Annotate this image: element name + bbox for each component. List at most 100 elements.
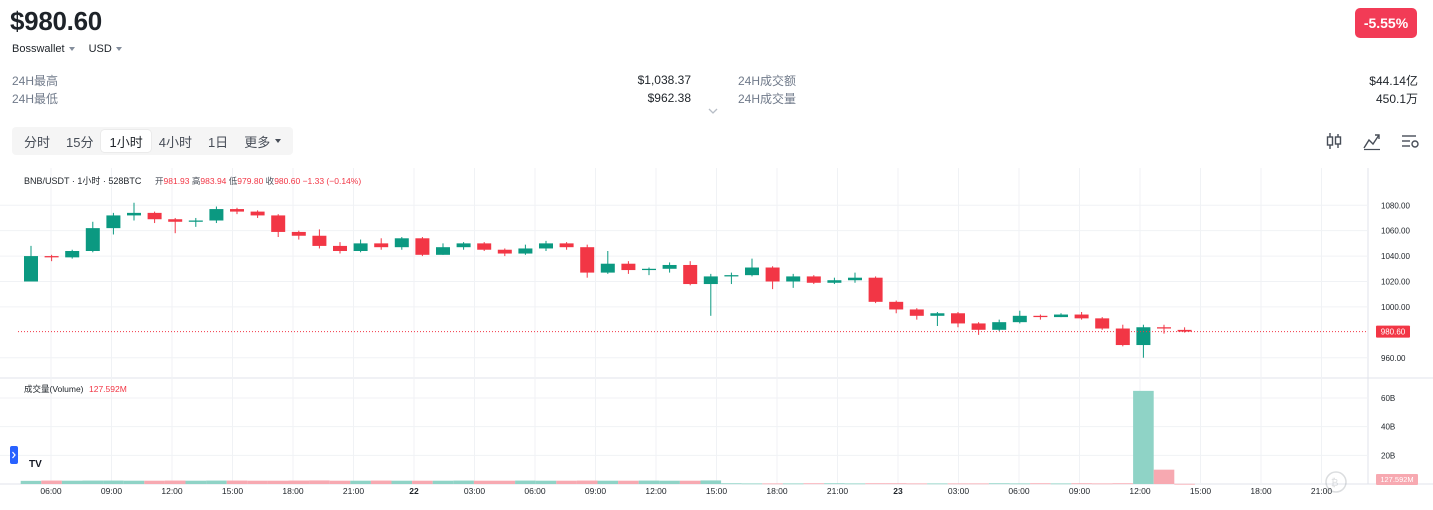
candle <box>1033 314 1048 320</box>
indicator-chart-icon[interactable] <box>1363 131 1381 151</box>
candle-body <box>1074 314 1089 319</box>
volume-bar <box>865 483 886 485</box>
tab-timeframe-1d[interactable]: 1日 <box>207 134 229 150</box>
volume-bar <box>144 480 165 484</box>
candle-body <box>250 211 265 216</box>
x-tick-label: 06:00 <box>40 486 62 496</box>
x-tick-label: 18:00 <box>282 486 304 496</box>
volume-bar <box>556 480 577 484</box>
candle <box>312 229 327 249</box>
volume-bar <box>1133 390 1154 484</box>
volume-bar <box>329 480 351 484</box>
stat-24h-low: 24H最低 $962.38 <box>12 89 691 107</box>
volume-bar <box>103 480 124 484</box>
tab-timeframe-line[interactable]: 分时 <box>24 134 51 150</box>
tab-timeframe-15m[interactable]: 15分 <box>66 134 94 150</box>
candle-body <box>230 209 244 212</box>
chevron-down-icon <box>115 47 122 51</box>
stat-24h-volume: 24H成交量 450.1万 <box>738 89 1418 107</box>
candle-body <box>477 243 492 250</box>
candle-body <box>703 276 718 285</box>
volume-bar <box>721 483 742 485</box>
volume-bar <box>988 483 1010 485</box>
candle <box>642 267 656 276</box>
x-tick-label: 21:00 <box>343 486 365 496</box>
volume-bar <box>61 480 83 484</box>
volume-bar <box>20 480 42 484</box>
x-tick-label: 06:00 <box>1008 486 1030 496</box>
currency-select[interactable]: USD <box>89 43 122 55</box>
stat-value: $1,038.37 <box>637 73 691 87</box>
svg-text:₿: ₿ <box>1331 477 1338 489</box>
ohlc-legend: 开981.93 高983.94 低979.80 收980.60 −1.33 (−… <box>155 176 361 186</box>
candle-body <box>580 247 595 273</box>
candle-body <box>683 264 698 285</box>
candle <box>1095 317 1110 330</box>
candle <box>127 202 141 221</box>
selectors: Bosswallet USD <box>12 43 122 55</box>
tab-timeframe-more[interactable]: 更多 <box>236 130 289 152</box>
candle <box>271 214 286 238</box>
y-tick-label: 1000.00 <box>1381 303 1410 312</box>
volume-tick-label: 20B <box>1381 451 1395 460</box>
candle-body <box>85 228 100 251</box>
stat-value: $962.38 <box>647 91 691 105</box>
candle <box>518 244 533 255</box>
candle <box>65 249 80 259</box>
volume-bar <box>638 480 660 484</box>
candle-body <box>168 219 183 222</box>
volume-bar <box>309 480 330 484</box>
chart-overlays: TV ₿ <box>10 446 1347 493</box>
tab-timeframe-4h[interactable]: 4小时 <box>158 134 192 150</box>
volume-current-label: 127.592M <box>1380 475 1413 484</box>
candle <box>889 300 904 314</box>
stat-label: 24H最低 <box>12 91 59 106</box>
candle <box>1115 324 1130 347</box>
candle-body <box>992 322 1007 330</box>
volume-bar <box>432 480 454 484</box>
x-tick-label: 09:00 <box>585 486 607 496</box>
expand-panel-icon[interactable] <box>10 446 18 464</box>
tab-timeframe-1h[interactable]: 1小时 <box>101 130 151 152</box>
settings-list-icon[interactable] <box>1401 131 1419 151</box>
volume-bar <box>185 480 207 484</box>
current-price-label: 980.60 <box>1381 328 1406 337</box>
watermark-logo-icon: ₿ <box>1325 471 1347 493</box>
candlestick-chart[interactable]: BNB/USDT · 1小时 · 528BTC 开981.93 高983.94 … <box>0 168 1433 510</box>
candle-body <box>374 243 389 248</box>
candle-body <box>415 238 430 255</box>
candle <box>868 276 883 304</box>
volume-bar <box>206 480 227 484</box>
x-tick-label: 06:00 <box>524 486 546 496</box>
volume-bar <box>370 480 392 484</box>
volume-bar <box>906 483 928 485</box>
candle-body <box>147 212 162 220</box>
volume-tick-label: 40B <box>1381 423 1395 432</box>
volume-bar <box>41 480 62 484</box>
volume-bar <box>782 483 804 485</box>
x-tick-label: 03:00 <box>948 486 970 496</box>
volume-bar <box>927 483 948 485</box>
candle <box>909 308 924 320</box>
candlestick-icon[interactable] <box>1325 131 1343 151</box>
candle-body <box>765 267 780 282</box>
x-tick-label: 15:00 <box>222 486 244 496</box>
stats-right: 24H成交额 $44.14亿 24H成交量 450.1万 <box>738 71 1418 107</box>
stat-label: 24H成交量 <box>738 91 797 106</box>
candle-body <box>539 243 553 249</box>
chart-area[interactable]: BNB/USDT · 1小时 · 528BTC 开981.93 高983.94 … <box>0 168 1433 510</box>
candle-body <box>786 276 801 282</box>
x-tick-label: 15:00 <box>1190 486 1212 496</box>
candle <box>600 251 615 274</box>
volume-bar <box>803 483 825 485</box>
timeframe-tabs: 分时 15分 1小时 4小时 1日 更多 <box>12 127 294 155</box>
x-tick-label: 18:00 <box>1250 486 1272 496</box>
volume-bar <box>597 480 619 484</box>
candle <box>456 242 471 250</box>
candle-body <box>106 215 121 229</box>
candle-body <box>436 247 450 255</box>
candle <box>106 212 121 235</box>
exchange-select[interactable]: Bosswallet <box>12 43 75 55</box>
candle <box>745 258 759 277</box>
expand-chevron-icon[interactable] <box>708 106 718 116</box>
